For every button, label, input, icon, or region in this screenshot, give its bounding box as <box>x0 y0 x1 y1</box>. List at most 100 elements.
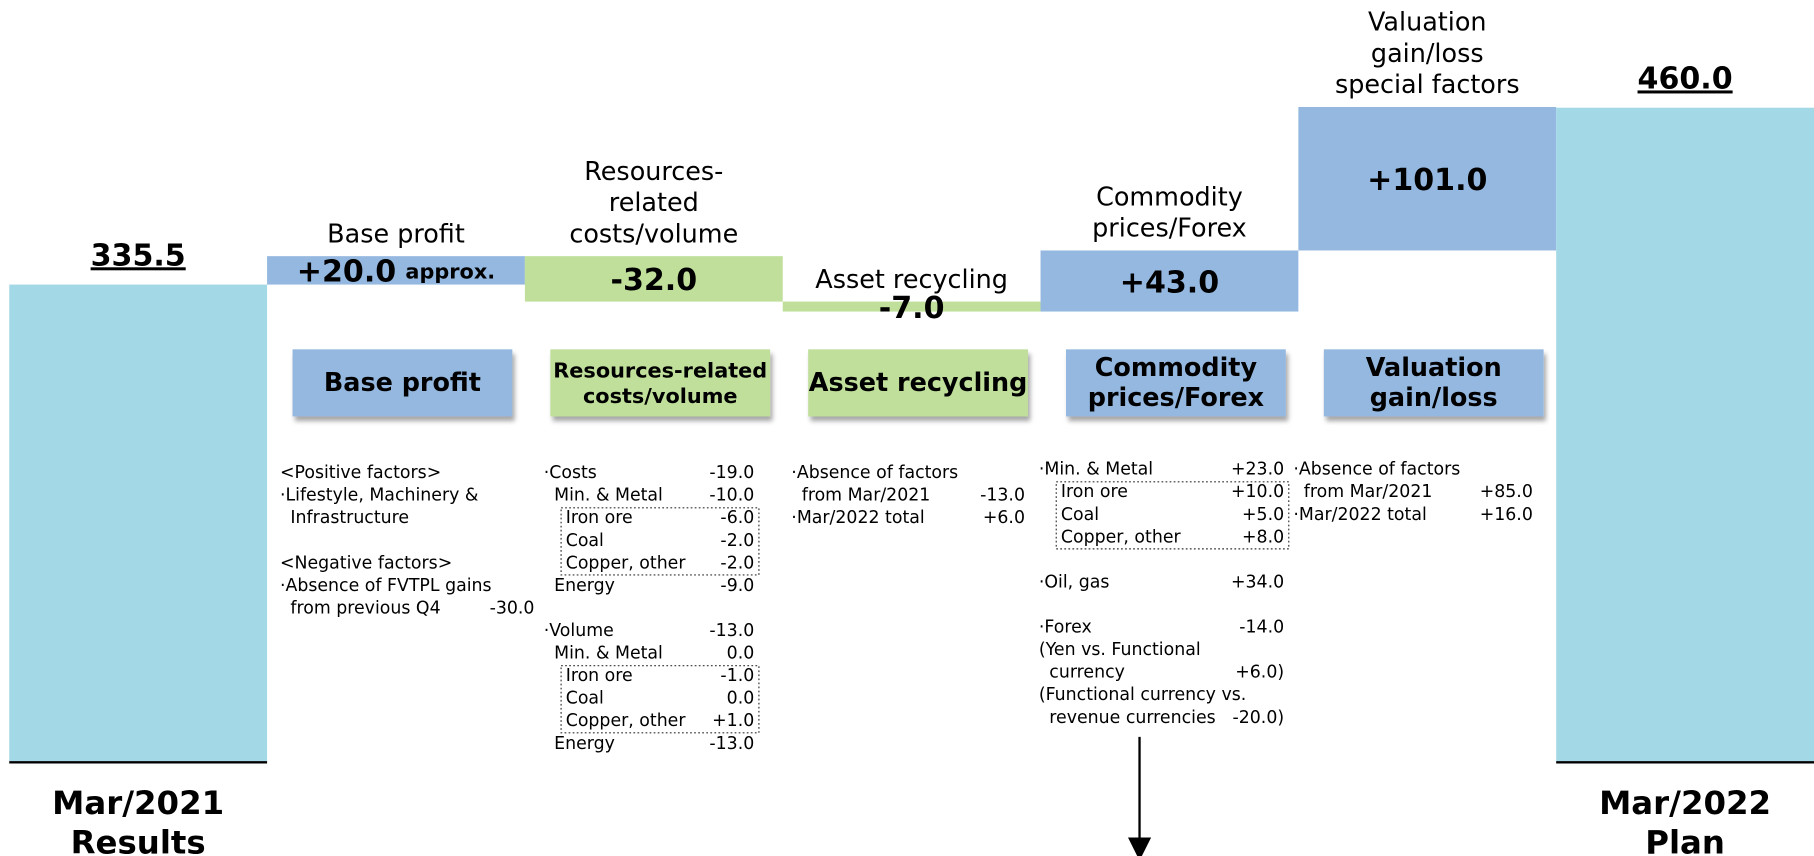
panel-title: Base profit <box>324 368 481 398</box>
detail-text: from Mar/2021 <box>1304 482 1433 502</box>
category-label: Commodity <box>1096 182 1243 212</box>
panel-title: costs/volume <box>583 384 738 408</box>
bar <box>1556 107 1814 762</box>
detail-text: Iron ore <box>566 666 633 686</box>
detail-value: -13.0 <box>709 734 754 754</box>
bar <box>782 301 1041 312</box>
value-label-number: +101.0 <box>1367 163 1487 198</box>
detail-text: (Yen vs. Functional <box>1039 640 1201 660</box>
bar <box>267 256 525 285</box>
detail-value: -2.0 <box>720 531 754 551</box>
detail-value: -30.0 <box>490 598 535 618</box>
panel-title: Asset recycling <box>809 368 1028 398</box>
detail-text: Copper, other <box>566 553 687 573</box>
category-label: Resources- <box>584 157 723 187</box>
category-label: Mar/2021 <box>52 784 224 822</box>
detail-value: -19.0 <box>709 463 754 483</box>
detail-text: ·Absence of factors <box>1293 460 1460 480</box>
detail-text: Min. & Metal <box>554 486 663 506</box>
detail-text: Min. & Metal <box>554 644 663 664</box>
category-label: Results <box>71 823 206 856</box>
detail-text: Energy <box>554 576 615 596</box>
dotted-bracket <box>560 665 760 734</box>
value-label-number: -32.0 <box>610 263 697 298</box>
detail-value: +6.0 <box>983 508 1025 528</box>
detail-value: +8.0 <box>1242 527 1284 547</box>
detail-text: ·Lifestyle, Machinery & <box>280 486 478 506</box>
value-label: +20.0 approx. <box>297 254 495 289</box>
detail-value: 0.0 <box>727 644 755 664</box>
dotted-bracket <box>560 507 760 576</box>
detail-value: -20.0) <box>1232 708 1284 728</box>
detail-value: 0.0 <box>727 689 755 709</box>
detail-value: -6.0 <box>720 508 754 528</box>
panel-header <box>1065 349 1286 417</box>
panel-title: Valuation <box>1366 353 1502 383</box>
detail-value: -1.0 <box>720 666 754 686</box>
value-label: 335.5 <box>91 238 186 273</box>
detail-value: -13.0 <box>709 621 754 641</box>
detail-value: +23.0 <box>1231 460 1284 480</box>
category-label: special factors <box>1335 70 1520 100</box>
detail-text: Infrastructure <box>290 508 409 528</box>
detail-text: (Functional currency vs. <box>1039 685 1246 705</box>
detail-value: -14.0 <box>1239 618 1284 638</box>
bar <box>9 284 268 762</box>
detail-value: -9.0 <box>720 576 754 596</box>
panel-title: Commodity <box>1095 353 1258 383</box>
detail-text: Iron ore <box>1061 482 1128 502</box>
category-label: gain/loss <box>1371 39 1484 69</box>
value-label: -32.0 <box>610 263 697 298</box>
detail-value: -13.0 <box>980 486 1025 506</box>
detail-value: +1.0 <box>712 711 754 731</box>
detail-value: -2.0 <box>720 553 754 573</box>
panel-header <box>808 349 1028 417</box>
detail-text: Coal <box>566 531 604 551</box>
category-label: Plan <box>1645 823 1725 856</box>
panel-title: gain/loss <box>1370 383 1498 413</box>
detail-value: +5.0 <box>1242 505 1284 525</box>
detail-text: ·Oil, gas <box>1039 572 1110 592</box>
detail-text: <Positive factors> <box>280 463 441 483</box>
detail-text: ·Volume <box>544 621 614 641</box>
detail-text: from Mar/2021 <box>802 486 931 506</box>
detail-text: ·Min. & Metal <box>1039 460 1153 480</box>
panel-title: Resources-related <box>553 358 767 382</box>
detail-value: -10.0 <box>709 486 754 506</box>
detail-text: revenue currencies <box>1049 708 1215 728</box>
detail-value: +34.0 <box>1231 572 1284 592</box>
panel-header <box>1323 349 1544 417</box>
panel-header <box>292 349 513 417</box>
detail-value: +10.0 <box>1231 482 1284 502</box>
panel-header <box>550 349 771 417</box>
detail-value: +85.0 <box>1480 482 1533 502</box>
category-label: costs/volume <box>569 219 738 249</box>
category-label: Mar/2022 <box>1599 784 1771 822</box>
category-label: prices/Forex <box>1092 214 1247 244</box>
value-label: +43.0 <box>1120 265 1219 300</box>
value-label-number: -7.0 <box>879 290 945 325</box>
detail-text: <Negative factors> <box>280 553 452 573</box>
annotation: approx. <box>405 260 495 284</box>
bar <box>524 256 783 302</box>
detail-text: ·Absence of FVTPL gains <box>280 576 492 596</box>
detail-text: Coal <box>1061 505 1099 525</box>
category-label: related <box>609 188 699 218</box>
value-label-number: +20.0 <box>297 254 396 289</box>
detail-text: ·Forex <box>1039 618 1092 638</box>
detail-text: Energy <box>554 734 615 754</box>
panel-title: prices/Forex <box>1088 383 1265 413</box>
detail-text: ·Absence of factors <box>791 463 958 483</box>
detail-text: Copper, other <box>1061 527 1182 547</box>
detail-text: Coal <box>566 689 604 709</box>
detail-value: +6.0) <box>1235 663 1284 683</box>
category-label: Asset recycling <box>815 265 1008 295</box>
value-label: 460.0 <box>1638 61 1733 96</box>
value-label-number: +43.0 <box>1120 265 1219 300</box>
detail-text: Iron ore <box>566 508 633 528</box>
detail-text: from previous Q4 <box>290 598 440 618</box>
value-label: -7.0 <box>879 290 945 325</box>
bar <box>1040 250 1299 312</box>
